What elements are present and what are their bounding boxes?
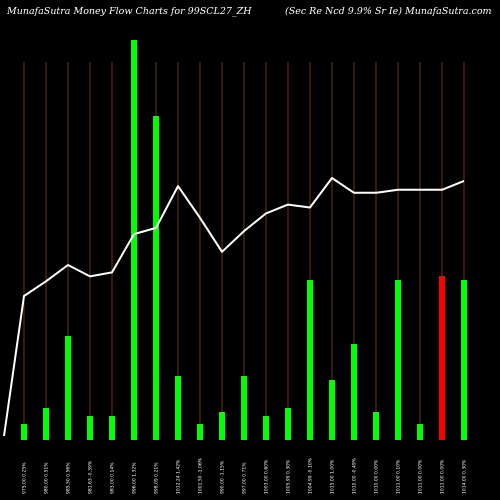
- money-flow-bar: [87, 416, 93, 440]
- money-flow-bar: [241, 376, 247, 440]
- money-flow-bar: [329, 380, 335, 440]
- x-tick-label: 1011.00 0.10%: [396, 459, 402, 494]
- money-flow-bar: [175, 376, 181, 440]
- x-tick-label: 975.00 0.25%: [22, 462, 28, 494]
- x-tick-label: 1005.99 0.30%: [286, 459, 292, 494]
- money-flow-bar: [373, 412, 379, 440]
- label-layer: 975.00 0.25% 980.00 0.51% 985.50 0.56% 981.…: [22, 457, 468, 494]
- money-flow-bar: [439, 276, 445, 440]
- money-flow-bar: [395, 280, 401, 440]
- x-tick-label: 1014.00 0.30%: [462, 459, 468, 494]
- money-flow-bar: [153, 116, 159, 440]
- money-flow-bar: [417, 424, 423, 440]
- money-flow-bar: [219, 412, 225, 440]
- x-tick-label: 985.50 0.56%: [66, 462, 72, 494]
- x-tick-label: 980.00 0.51%: [44, 462, 50, 494]
- money-flow-bar: [109, 416, 115, 440]
- money-flow-bar: [43, 408, 49, 440]
- x-tick-label: 1001.50 -1.06%: [198, 457, 204, 494]
- x-tick-label: 1011.00 0.00%: [440, 459, 446, 494]
- chart-title: MunafaSutra Money Flow Charts for 99SCL2…: [7, 6, 252, 17]
- x-tick-label: 990.00 -1.15%: [220, 460, 226, 494]
- money-flow-bar: [197, 424, 203, 440]
- money-flow-bar: [285, 408, 291, 440]
- chart-subtitle: (Sec Re Ncd 9.9% Sr Ie) MunafaSutra.com: [285, 6, 492, 17]
- bar-layer: [21, 40, 467, 440]
- x-tick-label: 1012.24 1.42%: [176, 459, 182, 494]
- x-tick-label: 1003.00 0.60%: [264, 459, 270, 494]
- money-flow-bar: [351, 344, 357, 440]
- x-tick-label: 1015.00 1.00%: [330, 459, 336, 494]
- money-flow-bar: [307, 280, 313, 440]
- money-flow-bar: [131, 40, 137, 440]
- x-tick-label: 997.00 0.71%: [242, 462, 248, 494]
- money-flow-bar: [65, 336, 71, 440]
- x-tick-label: 998.09 0.21%: [154, 462, 160, 494]
- x-tick-label: 996.00 1.32%: [132, 462, 138, 494]
- money-flow-bar: [263, 416, 269, 440]
- x-tick-label: 1010.00 -0.49%: [352, 457, 358, 494]
- x-tick-label: 1004.99 -0.10%: [308, 457, 314, 494]
- x-tick-label: 1010.00 0.00%: [374, 459, 380, 494]
- money-flow-bar: [461, 280, 467, 440]
- money-flow-bar: [21, 424, 27, 440]
- x-tick-label: 1011.00 0.00%: [418, 459, 424, 494]
- line-layer: [3, 177, 465, 437]
- x-tick-label: 983.00 0.14%: [110, 462, 116, 494]
- price-line: [3, 177, 465, 437]
- x-tick-label: 981.63 -0.39%: [88, 460, 94, 494]
